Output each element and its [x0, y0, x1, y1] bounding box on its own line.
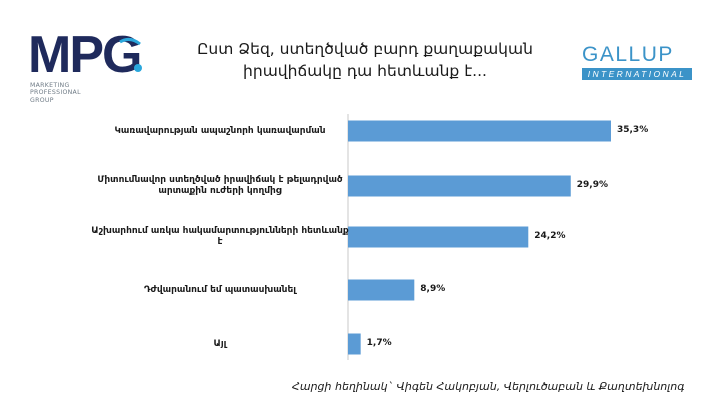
- category-label-4: Դժվարանում եմ պատասխանել: [143, 284, 297, 295]
- mpg-logo: MPG MARKETING PROFESSIONAL GROUP: [28, 28, 148, 106]
- bar-2: [348, 175, 571, 197]
- chart-title-line-2: իրավիճակը դա հետևանք է...: [243, 62, 487, 80]
- gallup-logo-word: GALLUP: [582, 43, 674, 66]
- mpg-logo-mark: MPG: [28, 28, 142, 82]
- value-label-5: 1,7%: [366, 338, 392, 348]
- mpg-logo-letters: MPG: [28, 28, 140, 82]
- bar-5: [348, 333, 361, 355]
- category-label-5: Այլ: [213, 338, 227, 349]
- chart-title: Ըստ Ձեզ, ստեղծված բարդ քաղաքական իրավիճա…: [170, 38, 560, 82]
- value-label-2: 29,9%: [576, 180, 608, 190]
- mpg-sub-line-3: GROUP: [30, 96, 54, 104]
- category-label-1: Կառավարության ապաշնորհ կառավարման: [114, 125, 326, 136]
- mpg-sub-line-1: MARKETING: [30, 82, 70, 89]
- footer-credit: Հարցի հեղինակ` Վիգեն Հակոբյան, Վերլուծաբ…: [292, 380, 685, 393]
- category-label-2: Միտումնավոր ստեղծված իրավիճակ է թելադրվա…: [97, 175, 343, 196]
- bar-4: [348, 279, 415, 301]
- bar-1: [348, 120, 611, 142]
- mpg-sub-line-2: PROFESSIONAL: [30, 89, 81, 97]
- mpg-headset-mic: [134, 64, 142, 72]
- value-label-1: 35,3%: [616, 125, 649, 135]
- gallup-logo-band: INTERNATIONAL: [582, 68, 692, 80]
- category-label-3: Աշխարհում առկա հակամարտությունների հետևա…: [91, 226, 349, 247]
- bar-3: [348, 226, 529, 248]
- value-label-4: 8,9%: [420, 284, 446, 294]
- gallup-logo: GALLUP INTERNATIONAL: [582, 44, 692, 80]
- mpg-logo-subtitle: MARKETING PROFESSIONAL GROUP: [30, 82, 81, 104]
- chart-title-line-1: Ըստ Ձեզ, ստեղծված բարդ քաղաքական: [197, 40, 533, 58]
- mpg-headset-arc: [119, 37, 141, 46]
- value-label-3: 24,2%: [534, 231, 566, 241]
